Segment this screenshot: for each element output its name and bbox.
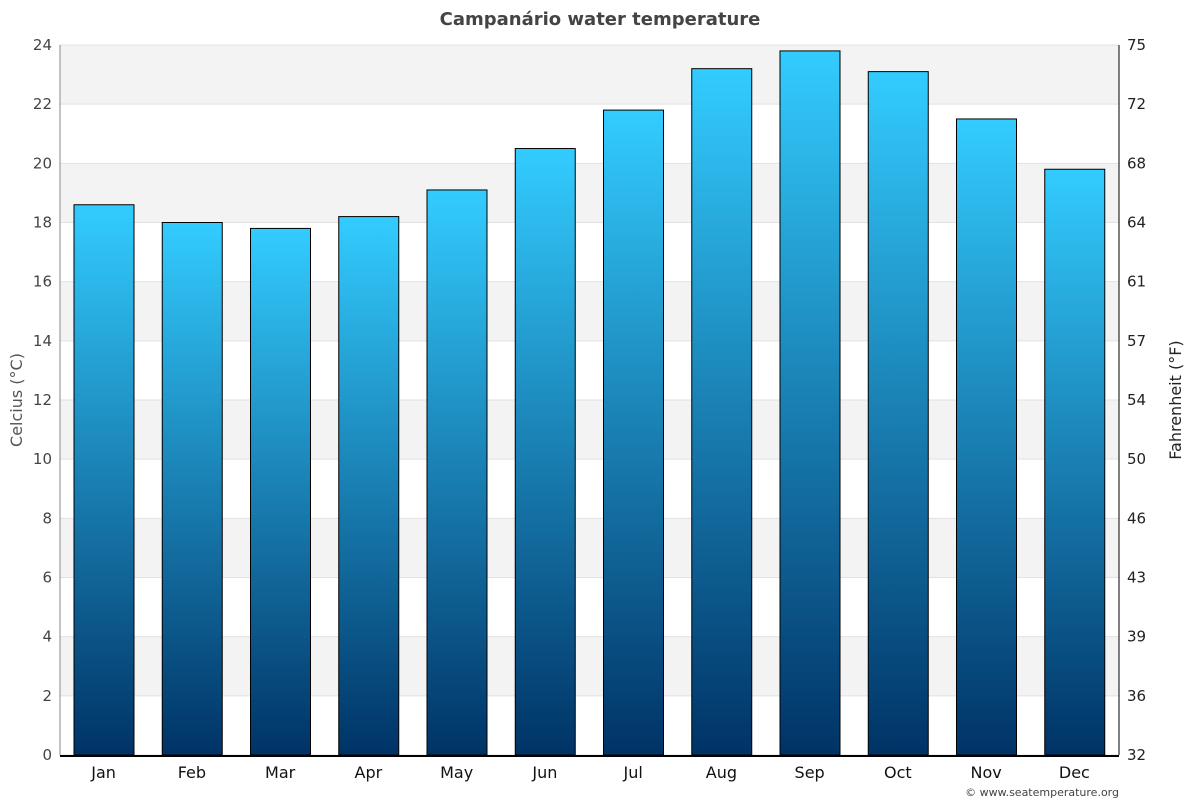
x-tick-label: Jul — [622, 763, 642, 782]
y2-tick-label: 57 — [1127, 332, 1146, 350]
x-tick-label: Nov — [971, 763, 1002, 782]
bar — [426, 189, 488, 756]
x-tick-label: Dec — [1059, 763, 1090, 782]
x-tick-label: Jun — [531, 763, 557, 782]
x-tick-label: Feb — [178, 763, 206, 782]
grid-band — [60, 163, 1119, 223]
y-axis-label: Celcius (°C) — [7, 353, 26, 447]
footer-credit[interactable]: © www.seatemperature.org — [965, 786, 1119, 799]
y2-tick-label: 72 — [1127, 95, 1146, 113]
y2-tick-label: 36 — [1127, 687, 1146, 705]
y2-tick-label: 43 — [1127, 569, 1146, 587]
y2-tick-label: 75 — [1127, 36, 1146, 54]
y2-tick-label: 54 — [1127, 391, 1146, 409]
x-tick-label: Apr — [355, 763, 383, 782]
bar — [514, 148, 576, 756]
bar — [73, 204, 135, 756]
x-tick-label: May — [440, 763, 473, 782]
y2-tick-label: 32 — [1127, 746, 1146, 764]
bar — [691, 68, 753, 756]
x-tick-label: Jan — [90, 763, 116, 782]
y-tick-label: 16 — [33, 273, 52, 291]
y-tick-label: 12 — [33, 391, 52, 409]
bar — [956, 118, 1017, 756]
x-tick-label: Mar — [265, 763, 296, 782]
y-tick-label: 20 — [33, 154, 52, 172]
y-tick-label: 0 — [42, 746, 52, 764]
y2-tick-label: 68 — [1127, 154, 1146, 172]
bar — [250, 227, 311, 756]
y-tick-label: 8 — [42, 509, 52, 527]
y-tick-label: 14 — [33, 332, 52, 350]
y-tick-label: 4 — [42, 628, 52, 646]
x-tick-label: Aug — [706, 763, 737, 782]
y-tick-label: 6 — [42, 569, 52, 587]
y-tick-label: 10 — [33, 450, 52, 468]
grid-band — [60, 400, 1119, 460]
bar — [338, 216, 400, 756]
y2-tick-label: 50 — [1127, 450, 1146, 468]
grid-band — [60, 45, 1119, 105]
y2-tick-label: 64 — [1127, 214, 1146, 232]
bar — [161, 222, 223, 756]
x-tick-label: Sep — [795, 763, 825, 782]
y2-tick-label: 46 — [1127, 509, 1146, 527]
y-tick-label: 22 — [33, 95, 52, 113]
chart-title: Campanário water temperature — [440, 9, 761, 30]
y-tick-label: 18 — [33, 214, 52, 232]
y2-axis-label: Fahrenheit (°F) — [1166, 340, 1185, 459]
bar — [603, 109, 664, 756]
grid-band — [60, 636, 1119, 696]
bar — [779, 50, 841, 756]
y2-tick-label: 39 — [1127, 628, 1146, 646]
y-tick-label: 2 — [42, 687, 52, 705]
grid-band — [60, 281, 1119, 341]
x-tick-label: Oct — [884, 763, 912, 782]
grid-band — [60, 518, 1119, 578]
y2-tick-label: 61 — [1127, 273, 1146, 291]
bar — [1044, 168, 1106, 756]
bar — [867, 71, 929, 756]
y-tick-label: 24 — [33, 36, 52, 54]
